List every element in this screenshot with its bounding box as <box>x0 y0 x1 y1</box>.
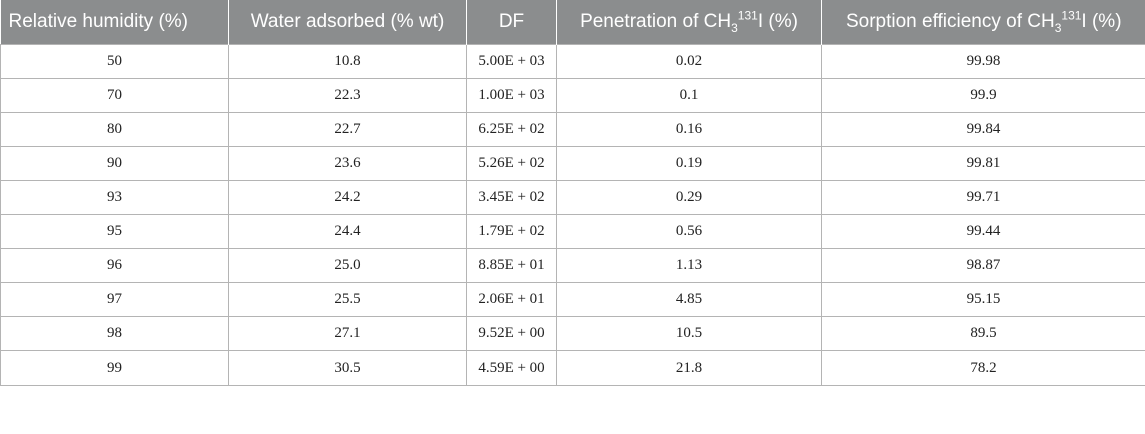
header-sorption-efficiency: Sorption efficiency of CH3131I (%) <box>821 0 1145 45</box>
cell-sorption-efficiency: 99.71 <box>821 180 1145 215</box>
cell-water-adsorbed: 25.5 <box>228 282 467 317</box>
cell-sorption-efficiency: 99.44 <box>821 214 1145 249</box>
data-table: Relative humidity (%) Water adsorbed (% … <box>0 0 1145 386</box>
cell-penetration: 0.19 <box>556 146 822 181</box>
cell-relative-humidity: 80 <box>0 112 229 147</box>
cell-relative-humidity: 99 <box>0 350 229 386</box>
cell-penetration: 0.16 <box>556 112 822 147</box>
cell-relative-humidity: 98 <box>0 316 229 351</box>
header-relative-humidity: Relative humidity (%) <box>0 0 229 45</box>
cell-penetration: 0.1 <box>556 78 822 113</box>
table-row: 96 25.0 8.85E + 01 1.13 98.87 <box>0 248 1145 283</box>
table-header: Relative humidity (%) Water adsorbed (% … <box>0 0 1145 45</box>
cell-water-adsorbed: 24.4 <box>228 214 467 249</box>
cell-penetration: 10.5 <box>556 316 822 351</box>
cell-sorption-efficiency: 95.15 <box>821 282 1145 317</box>
cell-water-adsorbed: 23.6 <box>228 146 467 181</box>
header-penetration-post: I (%) <box>757 11 798 32</box>
cell-water-adsorbed: 22.3 <box>228 78 467 113</box>
cell-relative-humidity: 90 <box>0 146 229 181</box>
cell-df: 5.00E + 03 <box>466 44 557 79</box>
header-row: Relative humidity (%) Water adsorbed (% … <box>0 0 1145 45</box>
cell-water-adsorbed: 25.0 <box>228 248 467 283</box>
cell-sorption-efficiency: 99.84 <box>821 112 1145 147</box>
cell-sorption-efficiency: 89.5 <box>821 316 1145 351</box>
cell-water-adsorbed: 24.2 <box>228 180 467 215</box>
cell-sorption-efficiency: 99.98 <box>821 44 1145 79</box>
table-row: 99 30.5 4.59E + 00 21.8 78.2 <box>0 350 1145 386</box>
cell-relative-humidity: 97 <box>0 282 229 317</box>
table-row: 90 23.6 5.26E + 02 0.19 99.81 <box>0 146 1145 181</box>
header-sorption-sub: 3 <box>1054 20 1062 35</box>
header-penetration: Penetration of CH3131I (%) <box>556 0 822 45</box>
cell-penetration: 1.13 <box>556 248 822 283</box>
header-penetration-sub: 3 <box>731 20 738 35</box>
table-row: 50 10.8 5.00E + 03 0.02 99.98 <box>0 44 1145 79</box>
cell-sorption-efficiency: 99.9 <box>821 78 1145 113</box>
cell-sorption-efficiency: 98.87 <box>821 248 1145 283</box>
cell-water-adsorbed: 10.8 <box>228 44 467 79</box>
cell-df: 1.00E + 03 <box>466 78 557 113</box>
table-row: 98 27.1 9.52E + 00 10.5 89.5 <box>0 316 1145 351</box>
cell-penetration: 21.8 <box>556 350 822 386</box>
table-row: 80 22.7 6.25E + 02 0.16 99.84 <box>0 112 1145 147</box>
header-sorption-post: I (%) <box>1081 11 1122 32</box>
cell-relative-humidity: 96 <box>0 248 229 283</box>
cell-df: 1.79E + 02 <box>466 214 557 249</box>
cell-penetration: 4.85 <box>556 282 822 317</box>
cell-water-adsorbed: 30.5 <box>228 350 467 386</box>
cell-relative-humidity: 95 <box>0 214 229 249</box>
cell-df: 9.52E + 00 <box>466 316 557 351</box>
cell-df: 8.85E + 01 <box>466 248 557 283</box>
cell-relative-humidity: 70 <box>0 78 229 113</box>
header-sorption-pre: Sorption efficiency of CH <box>845 11 1055 32</box>
table-row: 70 22.3 1.00E + 03 0.1 99.9 <box>0 78 1145 113</box>
header-sorption-sup: 131 <box>1061 8 1082 23</box>
cell-df: 3.45E + 02 <box>466 180 557 215</box>
table-row: 95 24.4 1.79E + 02 0.56 99.44 <box>0 214 1145 249</box>
cell-penetration: 0.56 <box>556 214 822 249</box>
table-body: 50 10.8 5.00E + 03 0.02 99.98 70 22.3 1.00E + 0… <box>0 44 1145 386</box>
cell-water-adsorbed: 27.1 <box>228 316 467 351</box>
header-df: DF <box>466 0 557 45</box>
cell-sorption-efficiency: 78.2 <box>821 350 1145 386</box>
cell-sorption-efficiency: 99.81 <box>821 146 1145 181</box>
cell-df: 4.59E + 00 <box>466 350 557 386</box>
header-water-adsorbed: Water adsorbed (% wt) <box>228 0 467 45</box>
table-row: 93 24.2 3.45E + 02 0.29 99.71 <box>0 180 1145 215</box>
cell-relative-humidity: 93 <box>0 180 229 215</box>
cell-penetration: 0.29 <box>556 180 822 215</box>
cell-df: 6.25E + 02 <box>466 112 557 147</box>
cell-df: 2.06E + 01 <box>466 282 557 317</box>
table-row: 97 25.5 2.06E + 01 4.85 95.15 <box>0 282 1145 317</box>
cell-relative-humidity: 50 <box>0 44 229 79</box>
cell-penetration: 0.02 <box>556 44 822 79</box>
header-penetration-sup: 131 <box>737 8 758 23</box>
header-penetration-pre: Penetration of CH <box>580 11 732 32</box>
cell-water-adsorbed: 22.7 <box>228 112 467 147</box>
cell-df: 5.26E + 02 <box>466 146 557 181</box>
